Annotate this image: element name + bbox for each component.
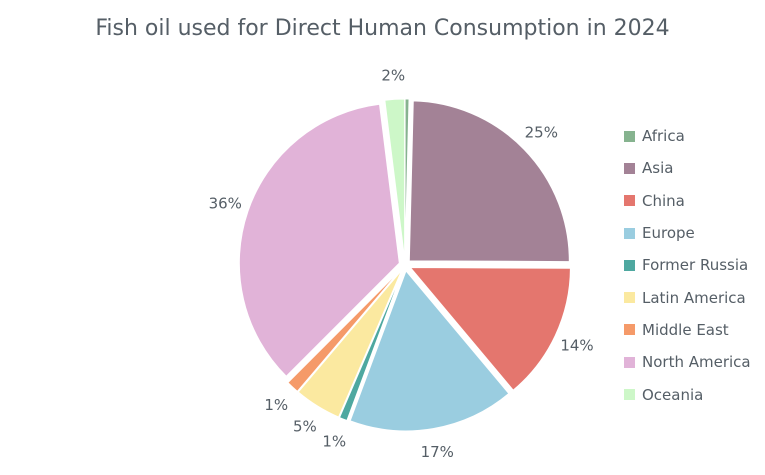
legend-label: Asia: [642, 159, 674, 178]
pie-slice-north-america[interactable]: [238, 103, 400, 377]
legend-label: Oceania: [642, 385, 704, 404]
pie-slice-latin-america[interactable]: [297, 269, 403, 418]
legend-swatch: [624, 292, 635, 304]
legend-swatch: [624, 195, 635, 207]
legend-item-china[interactable]: China: [624, 185, 751, 217]
legend-swatch: [624, 130, 635, 142]
pie-slice-asia[interactable]: [408, 100, 570, 263]
pie-slice-africa[interactable]: [404, 98, 410, 260]
pie-slice-china[interactable]: [409, 267, 571, 391]
slice-label-oceania: 2%: [381, 66, 405, 84]
legend-item-europe[interactable]: Europe: [624, 217, 751, 249]
legend-label: Former Russia: [642, 256, 749, 275]
legend-item-north-america[interactable]: North America: [624, 346, 751, 378]
legend-swatch: [624, 356, 635, 368]
legend-label: North America: [642, 353, 751, 372]
legend-swatch: [624, 259, 635, 271]
slice-label-latin-america: 5%: [293, 417, 317, 435]
legend-swatch: [624, 162, 635, 174]
legend-item-former-russia[interactable]: Former Russia: [624, 249, 751, 281]
legend-item-asia[interactable]: Asia: [624, 152, 751, 184]
chart-title: Fish oil used for Direct Human Consumpti…: [95, 16, 670, 41]
legend-item-oceania[interactable]: Oceania: [624, 378, 751, 410]
slice-label-north-america: 36%: [209, 194, 242, 212]
legend-label: Middle East: [642, 320, 729, 339]
legend-label: Europe: [642, 224, 695, 243]
slice-label-china: 14%: [560, 337, 593, 355]
legend-item-africa[interactable]: Africa: [624, 120, 751, 152]
legend-item-latin-america[interactable]: Latin America: [624, 281, 751, 313]
slice-label-asia: 25%: [525, 124, 558, 142]
pie-slice-former-russia[interactable]: [338, 270, 404, 422]
legend-label: China: [642, 191, 685, 210]
chart-legend: Africa Asia China Europe Former Russia Latin …: [624, 120, 751, 411]
slice-label-former-russia: 1%: [322, 432, 346, 450]
pie-slice-europe[interactable]: [349, 269, 510, 432]
legend-item-middle-east[interactable]: Middle East: [624, 314, 751, 346]
legend-label: Africa: [642, 127, 685, 146]
slice-label-middle-east: 1%: [264, 396, 288, 414]
pie-slice-oceania[interactable]: [384, 98, 406, 260]
legend-swatch: [624, 389, 635, 401]
legend-label: Latin America: [642, 288, 746, 307]
slice-label-europe: 17%: [421, 443, 454, 461]
legend-swatch: [624, 227, 635, 239]
legend-swatch: [624, 324, 635, 336]
pie-slice-middle-east[interactable]: [287, 269, 402, 393]
